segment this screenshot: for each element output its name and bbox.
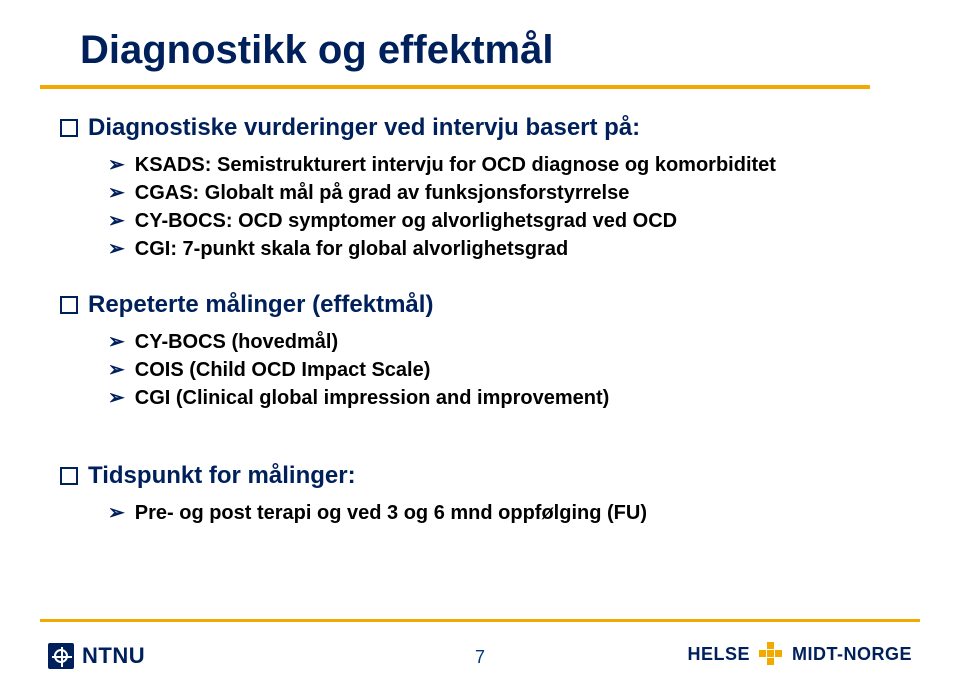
- list-item: ➢ KSADS: Semistrukturert intervju for OCD…: [108, 152, 910, 179]
- slide-title: Diagnostikk og effektmål: [80, 28, 910, 73]
- list-item-text: Pre- og post terapi og ved 3 og 6 mnd op…: [135, 500, 647, 527]
- arrow-bullet-icon: ➢: [108, 236, 125, 263]
- section-heading-3: Tidspunkt for målinger:: [60, 462, 910, 490]
- section-1-list: ➢ KSADS: Semistrukturert intervju for OCD…: [108, 152, 910, 263]
- arrow-bullet-icon: ➢: [108, 208, 125, 235]
- ntnu-emblem-icon: [48, 643, 74, 669]
- title-underline: [40, 85, 870, 89]
- section-heading-text: Tidspunkt for målinger:: [88, 462, 356, 490]
- ntnu-logo: NTNU: [48, 643, 145, 669]
- list-item-text: CGAS: Globalt mål på grad av funksjonsfo…: [135, 180, 630, 207]
- ntnu-logo-text: NTNU: [82, 643, 145, 669]
- arrow-bullet-icon: ➢: [108, 329, 125, 356]
- helse-cross-icon: [760, 643, 782, 665]
- list-item-text: KSADS: Semistrukturert intervju for OCD …: [135, 152, 776, 179]
- arrow-bullet-icon: ➢: [108, 180, 125, 207]
- arrow-bullet-icon: ➢: [108, 385, 125, 412]
- helse-logo: HELSE MIDT-NORGE: [687, 643, 912, 665]
- section-heading-text: Repeterte målinger (effektmål): [88, 291, 433, 319]
- slide-content: Diagnostiske vurderinger ved intervju ba…: [60, 114, 910, 527]
- helse-logo-text-left: HELSE: [687, 644, 750, 665]
- square-bullet-icon: [60, 467, 78, 485]
- arrow-bullet-icon: ➢: [108, 357, 125, 384]
- section-heading-text: Diagnostiske vurderinger ved intervju ba…: [88, 114, 640, 142]
- list-item: ➢ CY-BOCS (hovedmål): [108, 329, 910, 356]
- list-item-text: COIS (Child OCD Impact Scale): [135, 357, 431, 384]
- arrow-bullet-icon: ➢: [108, 500, 125, 527]
- footer-divider: [40, 619, 920, 622]
- square-bullet-icon: [60, 296, 78, 314]
- page-number: 7: [475, 647, 485, 668]
- section-3-list: ➢ Pre- og post terapi og ved 3 og 6 mnd o…: [108, 500, 910, 527]
- section-heading-2: Repeterte målinger (effektmål): [60, 291, 910, 319]
- list-item-text: CGI (Clinical global impression and impr…: [135, 385, 610, 412]
- list-item-text: CGI: 7-punkt skala for global alvorlighe…: [135, 236, 568, 263]
- list-item-text: CY-BOCS (hovedmål): [135, 329, 338, 356]
- helse-logo-text-right: MIDT-NORGE: [792, 644, 912, 665]
- list-item: ➢ CGI: 7-punkt skala for global alvorligh…: [108, 236, 910, 263]
- list-item: ➢ COIS (Child OCD Impact Scale): [108, 357, 910, 384]
- section-2-list: ➢ CY-BOCS (hovedmål) ➢ COIS (Child OCD Imp…: [108, 329, 910, 412]
- list-item: ➢ Pre- og post terapi og ved 3 og 6 mnd o…: [108, 500, 910, 527]
- square-bullet-icon: [60, 119, 78, 137]
- list-item: ➢ CGAS: Globalt mål på grad av funksjonsf…: [108, 180, 910, 207]
- list-item: ➢ CY-BOCS: OCD symptomer og alvorlighetsg…: [108, 208, 910, 235]
- slide: Diagnostikk og effektmål Diagnostiske vu…: [0, 0, 960, 689]
- list-item-text: CY-BOCS: OCD symptomer og alvorlighetsgr…: [135, 208, 677, 235]
- section-heading-1: Diagnostiske vurderinger ved intervju ba…: [60, 114, 910, 142]
- list-item: ➢ CGI (Clinical global impression and imp…: [108, 385, 910, 412]
- arrow-bullet-icon: ➢: [108, 152, 125, 179]
- slide-footer: NTNU 7 HELSE MIDT-NORGE: [0, 619, 960, 689]
